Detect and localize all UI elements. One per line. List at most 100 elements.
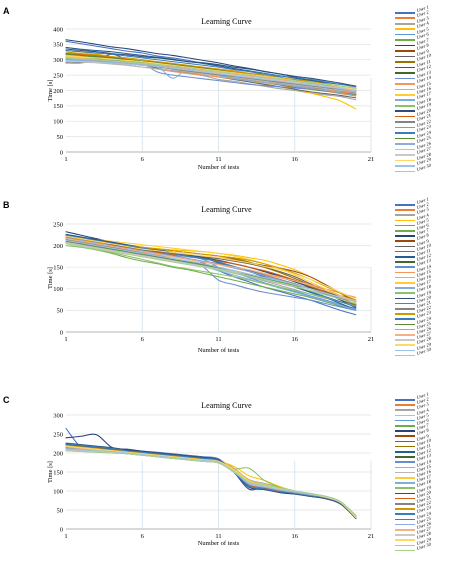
legend-item: User 17 bbox=[395, 474, 471, 485]
legend-item: User 30 bbox=[395, 162, 471, 174]
legend-swatch bbox=[395, 404, 415, 406]
panel-letter: C bbox=[3, 395, 10, 405]
legend-item: User 10 bbox=[395, 53, 471, 64]
legend-swatch bbox=[395, 219, 415, 222]
legend-swatch bbox=[395, 143, 415, 145]
legend-item: User 9 bbox=[395, 48, 471, 59]
legend-item: User 27 bbox=[395, 331, 471, 342]
legend-item: User 20 bbox=[395, 107, 471, 119]
legend-swatch bbox=[395, 250, 415, 253]
legend-swatch bbox=[395, 39, 415, 41]
legend-item: User 28 bbox=[395, 531, 471, 542]
series-line-user-30 bbox=[65, 57, 357, 89]
legend-swatch bbox=[395, 425, 415, 427]
y-axis-label: Time [s] bbox=[47, 267, 54, 289]
x-tick-label: 6 bbox=[141, 533, 145, 540]
legend-item: User 30 bbox=[395, 346, 471, 358]
legend-swatch bbox=[395, 308, 415, 310]
legend-item: User 21 bbox=[395, 113, 471, 124]
legend-item: User 14 bbox=[395, 75, 471, 86]
y-tick-label: 200 bbox=[53, 450, 63, 457]
legend-item: User 26 bbox=[395, 326, 471, 337]
legend-item: User 23 bbox=[395, 310, 471, 321]
legend-item: User 20 bbox=[395, 489, 471, 501]
legend-item: User 26 bbox=[395, 521, 471, 532]
y-tick-label: 400 bbox=[53, 26, 63, 33]
legend-item: User 19 bbox=[395, 289, 471, 301]
legend-item: User 8 bbox=[395, 43, 471, 53]
legend-swatch bbox=[395, 99, 415, 102]
legend-swatch bbox=[395, 456, 415, 458]
series-line-user-21 bbox=[65, 57, 357, 92]
chart-legend-c: User 1 User 2 User 3 User 4 User 5 User 6 User… bbox=[395, 391, 471, 559]
legend-swatch bbox=[395, 271, 415, 274]
legend-swatch bbox=[395, 88, 415, 91]
legend-swatch bbox=[395, 430, 415, 432]
y-tick-label: 150 bbox=[53, 469, 63, 476]
legend-swatch bbox=[395, 115, 415, 118]
legend-swatch bbox=[395, 323, 415, 326]
legend-item: User 10 bbox=[395, 437, 471, 449]
legend-item: User 17 bbox=[395, 279, 471, 290]
legend-item: User 7 bbox=[395, 37, 471, 48]
learning-curve-panel-a: A Learning Curve 0 50 100 150 200 250 300 350 400… bbox=[0, 4, 474, 188]
series-line-user-19 bbox=[65, 48, 357, 87]
y-tick-label: 250 bbox=[53, 72, 63, 79]
legend-swatch bbox=[395, 419, 415, 422]
legend-item: User 13 bbox=[395, 69, 471, 81]
legend-item: User 17 bbox=[395, 91, 471, 102]
legend-swatch bbox=[395, 440, 415, 443]
legend-swatch bbox=[395, 334, 415, 336]
legend-item: User 21 bbox=[395, 495, 471, 506]
series-line-user-28 bbox=[65, 235, 357, 300]
panel-letter: B bbox=[3, 200, 10, 210]
legend-swatch bbox=[395, 83, 415, 85]
y-axis-label: Time [s] bbox=[47, 461, 54, 483]
x-tick-label: 11 bbox=[215, 533, 221, 540]
legend-item: User 21 bbox=[395, 300, 471, 311]
legend-swatch bbox=[395, 165, 415, 167]
legend-item: User 27 bbox=[395, 146, 471, 157]
legend-item: User 3 bbox=[395, 207, 471, 217]
legend-swatch bbox=[395, 513, 415, 515]
x-tick-label: 11 bbox=[215, 336, 221, 343]
series-line-user-11 bbox=[65, 444, 357, 519]
legend-item: User 3 bbox=[395, 402, 471, 412]
legend-item: User 18 bbox=[395, 479, 471, 490]
legend-swatch bbox=[395, 110, 415, 112]
legend-item: User 6 bbox=[395, 222, 471, 233]
legend-item: User 15 bbox=[395, 463, 471, 475]
legend-swatch bbox=[395, 544, 415, 547]
legend-swatch bbox=[395, 508, 415, 510]
legend-swatch bbox=[395, 55, 415, 58]
legend-item: User 6 bbox=[395, 417, 471, 428]
series-lines bbox=[65, 231, 357, 316]
legend-swatch bbox=[395, 170, 415, 173]
legend-swatch bbox=[395, 435, 415, 437]
legend-swatch bbox=[395, 492, 415, 495]
chart-legend-a: User 1 User 2 User 3 User 4 User 5 User 6 User… bbox=[395, 4, 471, 180]
legend-item: User 20 bbox=[395, 294, 471, 306]
legend-swatch bbox=[395, 154, 415, 156]
legend-item: User 11 bbox=[395, 248, 471, 259]
series-line-user-30 bbox=[65, 450, 357, 516]
legend-item: User 5 bbox=[395, 412, 471, 423]
legend-swatch bbox=[395, 539, 415, 541]
legend-swatch bbox=[395, 409, 415, 411]
series-line-user-2 bbox=[65, 444, 357, 518]
series-line-user-13 bbox=[65, 56, 357, 93]
y-tick-label: 200 bbox=[53, 243, 63, 250]
series-line-user-29 bbox=[65, 239, 357, 303]
y-tick-label: 200 bbox=[53, 88, 63, 95]
x-tick-label: 21 bbox=[368, 533, 375, 540]
chart-title: Learning Curve bbox=[201, 205, 252, 214]
y-tick-label: 350 bbox=[53, 42, 63, 49]
legend-item: User 29 bbox=[395, 536, 471, 548]
series-line-user-7 bbox=[65, 433, 357, 519]
legend-swatch bbox=[395, 549, 415, 552]
x-tick-label: 21 bbox=[368, 336, 375, 343]
legend-item: User 29 bbox=[395, 341, 471, 353]
legend-item: User 5 bbox=[395, 217, 471, 228]
y-tick-label: 250 bbox=[53, 221, 63, 228]
